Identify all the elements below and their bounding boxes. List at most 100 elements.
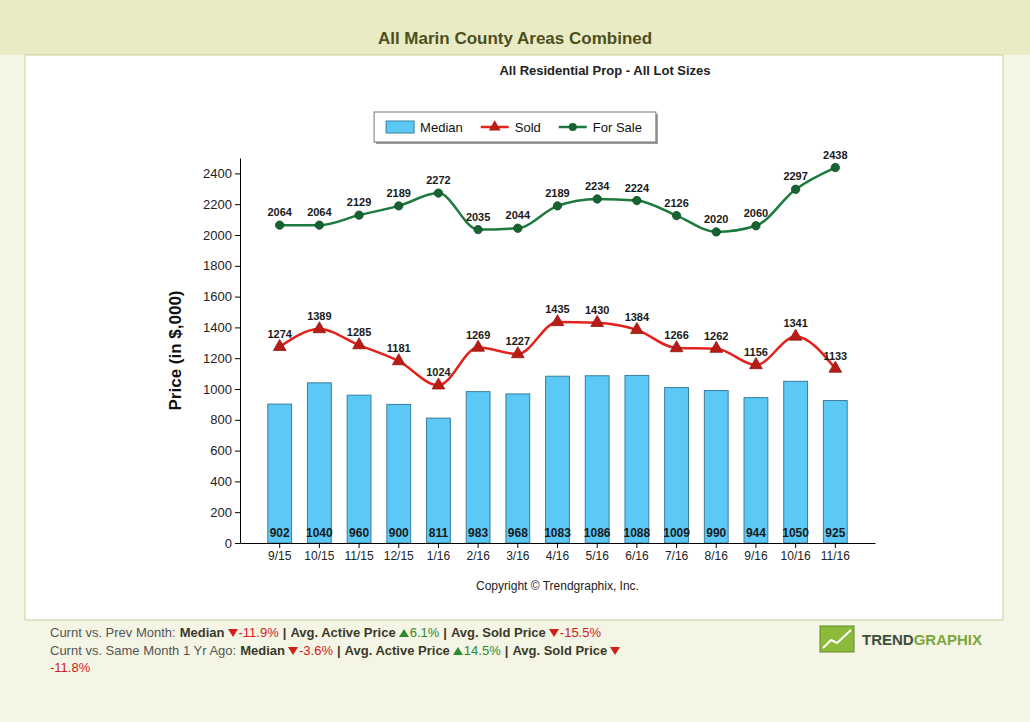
marker [273,339,286,350]
x-tick-mark [319,543,320,548]
y-tick-label: 2200 [203,197,232,212]
y-tick: 1000 [203,382,240,397]
separator: | [505,643,509,658]
point-label: 1435 [545,303,569,315]
bar-label: 990 [706,526,726,540]
point-label: 1262 [704,330,728,342]
bar [744,398,768,543]
marker [313,322,326,333]
y-tick-mark [235,235,240,236]
point-label: 2297 [783,170,807,182]
x-tick-mark [636,543,637,548]
y-tick-label: 2400 [203,166,232,181]
marker [591,315,604,326]
x-tick-mark [557,543,558,548]
chart-panel [25,55,1003,620]
arrow-shape [549,629,559,637]
x-tick-label: 7/16 [665,549,689,563]
x-tick: 9/15 [268,543,292,563]
bar-label: 902 [270,526,290,540]
marker [511,347,524,358]
y-tick-label: 1600 [203,289,232,304]
marker [710,341,723,352]
point-label: 2129 [347,196,371,208]
y-tick-mark [235,512,240,513]
legend-marker [569,123,577,131]
x-tick-label: 11/15 [344,549,373,563]
item-name: Median [180,625,225,640]
x-tick-label: 3/16 [506,549,530,563]
bar-label: 968 [508,526,528,540]
y-tick-mark [235,420,240,421]
legend-marker [489,120,501,130]
x-tick-mark [716,543,717,548]
x-tick: 5/16 [586,543,610,563]
x-tick: 9/16 [744,543,768,563]
marker [712,228,720,236]
bar-label: 1050 [782,526,809,540]
comparison-row: Curnt vs. Same Month 1 Yr Ago:Median-3.6… [50,642,650,676]
y-tick-label: 400 [210,474,232,489]
y-tick: 0 [225,536,240,551]
bar-label: 1086 [584,526,611,540]
x-tick-label: 10/15 [304,549,334,563]
legend: MedianSoldFor Sale [374,112,658,144]
logo-icon-line [823,630,851,648]
x-tick-label: 5/16 [586,549,610,563]
point-label: 2126 [664,197,688,209]
y-tick-label: 200 [210,505,232,520]
x-tick-mark [597,543,598,548]
bar-series [268,375,847,543]
arrow-up [399,628,409,637]
point-label: 2064 [267,206,292,218]
y-tick: 1800 [203,258,240,273]
arrow-down [228,628,238,637]
separator: | [283,625,287,640]
x-tick-label: 4/16 [546,549,570,563]
x-tick: 10/16 [781,543,811,563]
marker [750,358,763,369]
point-label: 1227 [506,335,530,347]
item-change: 6.1% [410,625,440,640]
point-label: 1269 [466,329,490,341]
bar [625,375,649,543]
y-tick-mark [235,481,240,482]
x-tick: 11/15 [344,543,373,563]
y-tick: 1600 [203,289,240,304]
bar-label: 811 [429,526,449,540]
point-label: 1156 [744,346,768,358]
y-tick: 1200 [203,351,240,366]
y-tick-mark [235,266,240,267]
line [280,322,836,385]
marker [434,189,442,197]
bar-label: 1088 [624,526,651,540]
bar [704,391,728,543]
title: All Marin County Areas Combined [378,29,652,48]
legend-box [374,112,656,142]
bar [585,376,609,543]
bar-label: 983 [468,526,488,540]
y-tick: 800 [210,412,240,427]
legend-label: Sold [515,120,541,135]
bar-label: 1009 [663,526,690,540]
point-label: 1341 [783,317,807,329]
point-label: 1384 [625,311,650,323]
x-tick-mark [279,543,280,548]
y-tick-mark [235,389,240,390]
bar-label: 944 [746,526,766,540]
y-axis-title: Price (in $,000) [166,290,185,410]
x-tick-label: 11/16 [821,549,850,563]
marker [474,225,482,233]
x-tick: 11/16 [821,543,850,563]
comparison-label: Curnt vs. Prev Month: [50,625,176,640]
x-tick-label: 1/16 [427,549,451,563]
bar [665,388,689,543]
point-label: 1266 [664,329,688,341]
bar [307,383,331,543]
bar [506,394,530,543]
marker [315,221,323,229]
arrow-down [288,646,298,655]
point-label: 1389 [307,310,331,322]
point-label: 2189 [387,187,411,199]
x-tick-mark [438,543,439,548]
